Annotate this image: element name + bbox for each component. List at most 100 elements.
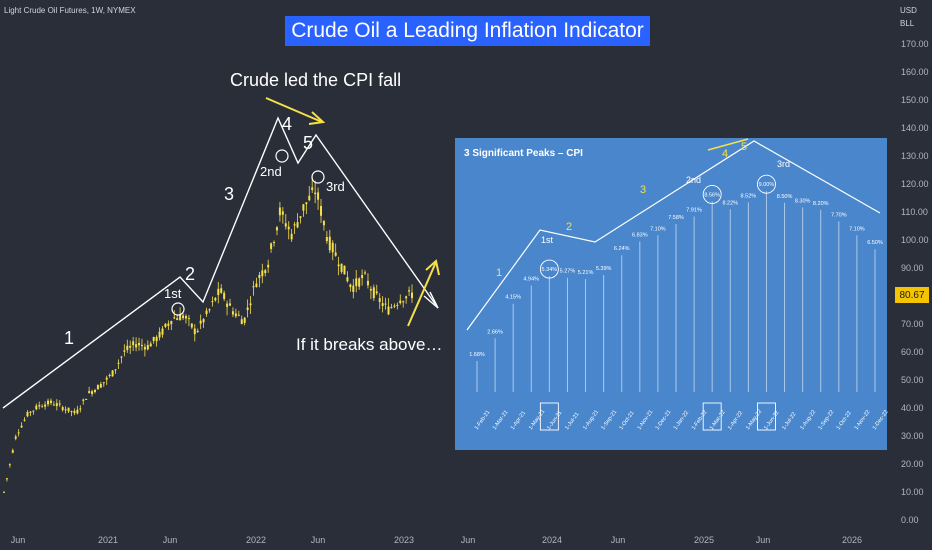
candle-body bbox=[375, 291, 378, 294]
candle-body bbox=[129, 345, 132, 348]
candle-body bbox=[408, 290, 411, 292]
y-tick-label: 90.00 bbox=[901, 263, 924, 273]
candle-body bbox=[349, 284, 352, 288]
candle-body bbox=[214, 297, 217, 301]
inset-background bbox=[455, 138, 887, 450]
candle-body bbox=[223, 292, 226, 299]
cpi-value-label: 8.52% bbox=[741, 193, 757, 199]
candle-body bbox=[158, 331, 161, 338]
peak-circle-3rd bbox=[311, 170, 325, 184]
wave-1-label: 1 bbox=[64, 328, 74, 348]
peak-circle-2nd bbox=[275, 149, 289, 163]
peak-circle-1st bbox=[171, 302, 185, 316]
candle-body bbox=[41, 406, 44, 408]
candle-body bbox=[82, 399, 85, 401]
candle-body bbox=[26, 412, 29, 417]
candle-body bbox=[299, 216, 302, 218]
candle-body bbox=[17, 432, 20, 434]
candle-body bbox=[328, 236, 331, 251]
candle-body bbox=[281, 211, 284, 215]
candle-body bbox=[252, 286, 255, 288]
candle-body bbox=[287, 226, 290, 230]
candle-body bbox=[120, 356, 123, 358]
candle-body bbox=[49, 400, 52, 404]
x-tick-label: Jun bbox=[11, 535, 26, 545]
cpi-value-label: 2.66% bbox=[487, 329, 503, 335]
unit-label: BLL bbox=[900, 19, 915, 28]
candle-body bbox=[302, 204, 305, 211]
candle-body bbox=[334, 252, 337, 256]
candle-body bbox=[108, 375, 111, 377]
candle-body bbox=[372, 287, 375, 299]
candle-body bbox=[111, 370, 114, 377]
candle-body bbox=[193, 328, 196, 335]
y-tick-label: 140.00 bbox=[901, 123, 929, 133]
candle-body bbox=[275, 227, 278, 231]
candle-body bbox=[325, 236, 328, 242]
y-tick-label: 0.00 bbox=[901, 515, 919, 525]
candle-body bbox=[176, 318, 179, 320]
candle-body bbox=[3, 491, 5, 493]
candle-body bbox=[320, 206, 323, 216]
candle-body bbox=[32, 410, 35, 412]
candle-body bbox=[396, 304, 399, 306]
candle-body bbox=[138, 342, 141, 346]
y-tick-label: 110.00 bbox=[901, 207, 928, 217]
candle-body bbox=[35, 405, 38, 410]
candle-body bbox=[343, 265, 346, 275]
candle-body bbox=[240, 319, 243, 325]
candle-body bbox=[258, 274, 261, 279]
wave-arrowhead bbox=[423, 291, 439, 309]
candle-body bbox=[11, 450, 14, 453]
candle-body bbox=[14, 436, 17, 439]
y-tick-label: 70.00 bbox=[901, 319, 924, 329]
candle-body bbox=[399, 300, 402, 304]
breakout-arrow bbox=[407, 261, 437, 327]
cpi-value-label: 8.56% bbox=[704, 192, 720, 198]
y-tick-label: 170.00 bbox=[901, 39, 929, 49]
inset-p2: 2nd bbox=[686, 175, 701, 185]
wave-line bbox=[2, 116, 439, 409]
cpi-value-label: 5.34% bbox=[542, 267, 558, 273]
cpi-inset: 3 Significant Peaks – CPI 1.68%1-Feb-212… bbox=[455, 138, 890, 450]
candle-body bbox=[217, 288, 220, 296]
y-tick-label: 120.00 bbox=[901, 179, 929, 189]
inset-w4: 4 bbox=[722, 148, 728, 160]
candle-body bbox=[135, 344, 138, 348]
x-tick-label: 2023 bbox=[394, 535, 414, 545]
candle-body bbox=[355, 278, 358, 286]
y-tick-label: 40.00 bbox=[901, 403, 924, 413]
y-tick-label: 160.00 bbox=[901, 67, 929, 77]
led-arrow bbox=[265, 97, 323, 123]
candle-body bbox=[267, 264, 270, 268]
inset-w3: 3 bbox=[640, 184, 646, 196]
candle-body bbox=[29, 411, 32, 413]
x-axis: Jun 2021 Jun 2022 Jun 2023 Jun 2024 Jun 2025 Jun 20… bbox=[11, 535, 862, 545]
cpi-value-label: 6.24% bbox=[614, 246, 630, 252]
candle-body bbox=[85, 398, 88, 400]
candle-body bbox=[331, 242, 334, 253]
cpi-value-label: 9.00% bbox=[759, 182, 775, 188]
candle-body bbox=[402, 301, 405, 303]
y-tick-label: 60.00 bbox=[901, 347, 924, 357]
candle-body bbox=[91, 391, 94, 395]
candle-body bbox=[293, 224, 296, 226]
candle-body bbox=[234, 313, 237, 317]
inset-arrow bbox=[707, 138, 749, 151]
candle-body bbox=[146, 344, 149, 350]
candle-body bbox=[61, 407, 64, 411]
candle-body bbox=[340, 263, 343, 272]
y-tick-label: 150.00 bbox=[901, 95, 929, 105]
peak-2nd-label: 2nd bbox=[260, 164, 282, 179]
candle-body bbox=[211, 301, 214, 303]
peak-3rd-label: 3rd bbox=[326, 179, 345, 194]
candle-body bbox=[308, 195, 311, 201]
inset-p3: 3rd bbox=[777, 159, 790, 169]
candle-body bbox=[369, 288, 372, 291]
x-tick-label: 2024 bbox=[542, 535, 562, 545]
cpi-value-label: 6.50% bbox=[867, 240, 883, 246]
candle-body bbox=[73, 410, 76, 414]
candle-body bbox=[393, 305, 396, 307]
candle-body bbox=[5, 478, 8, 480]
